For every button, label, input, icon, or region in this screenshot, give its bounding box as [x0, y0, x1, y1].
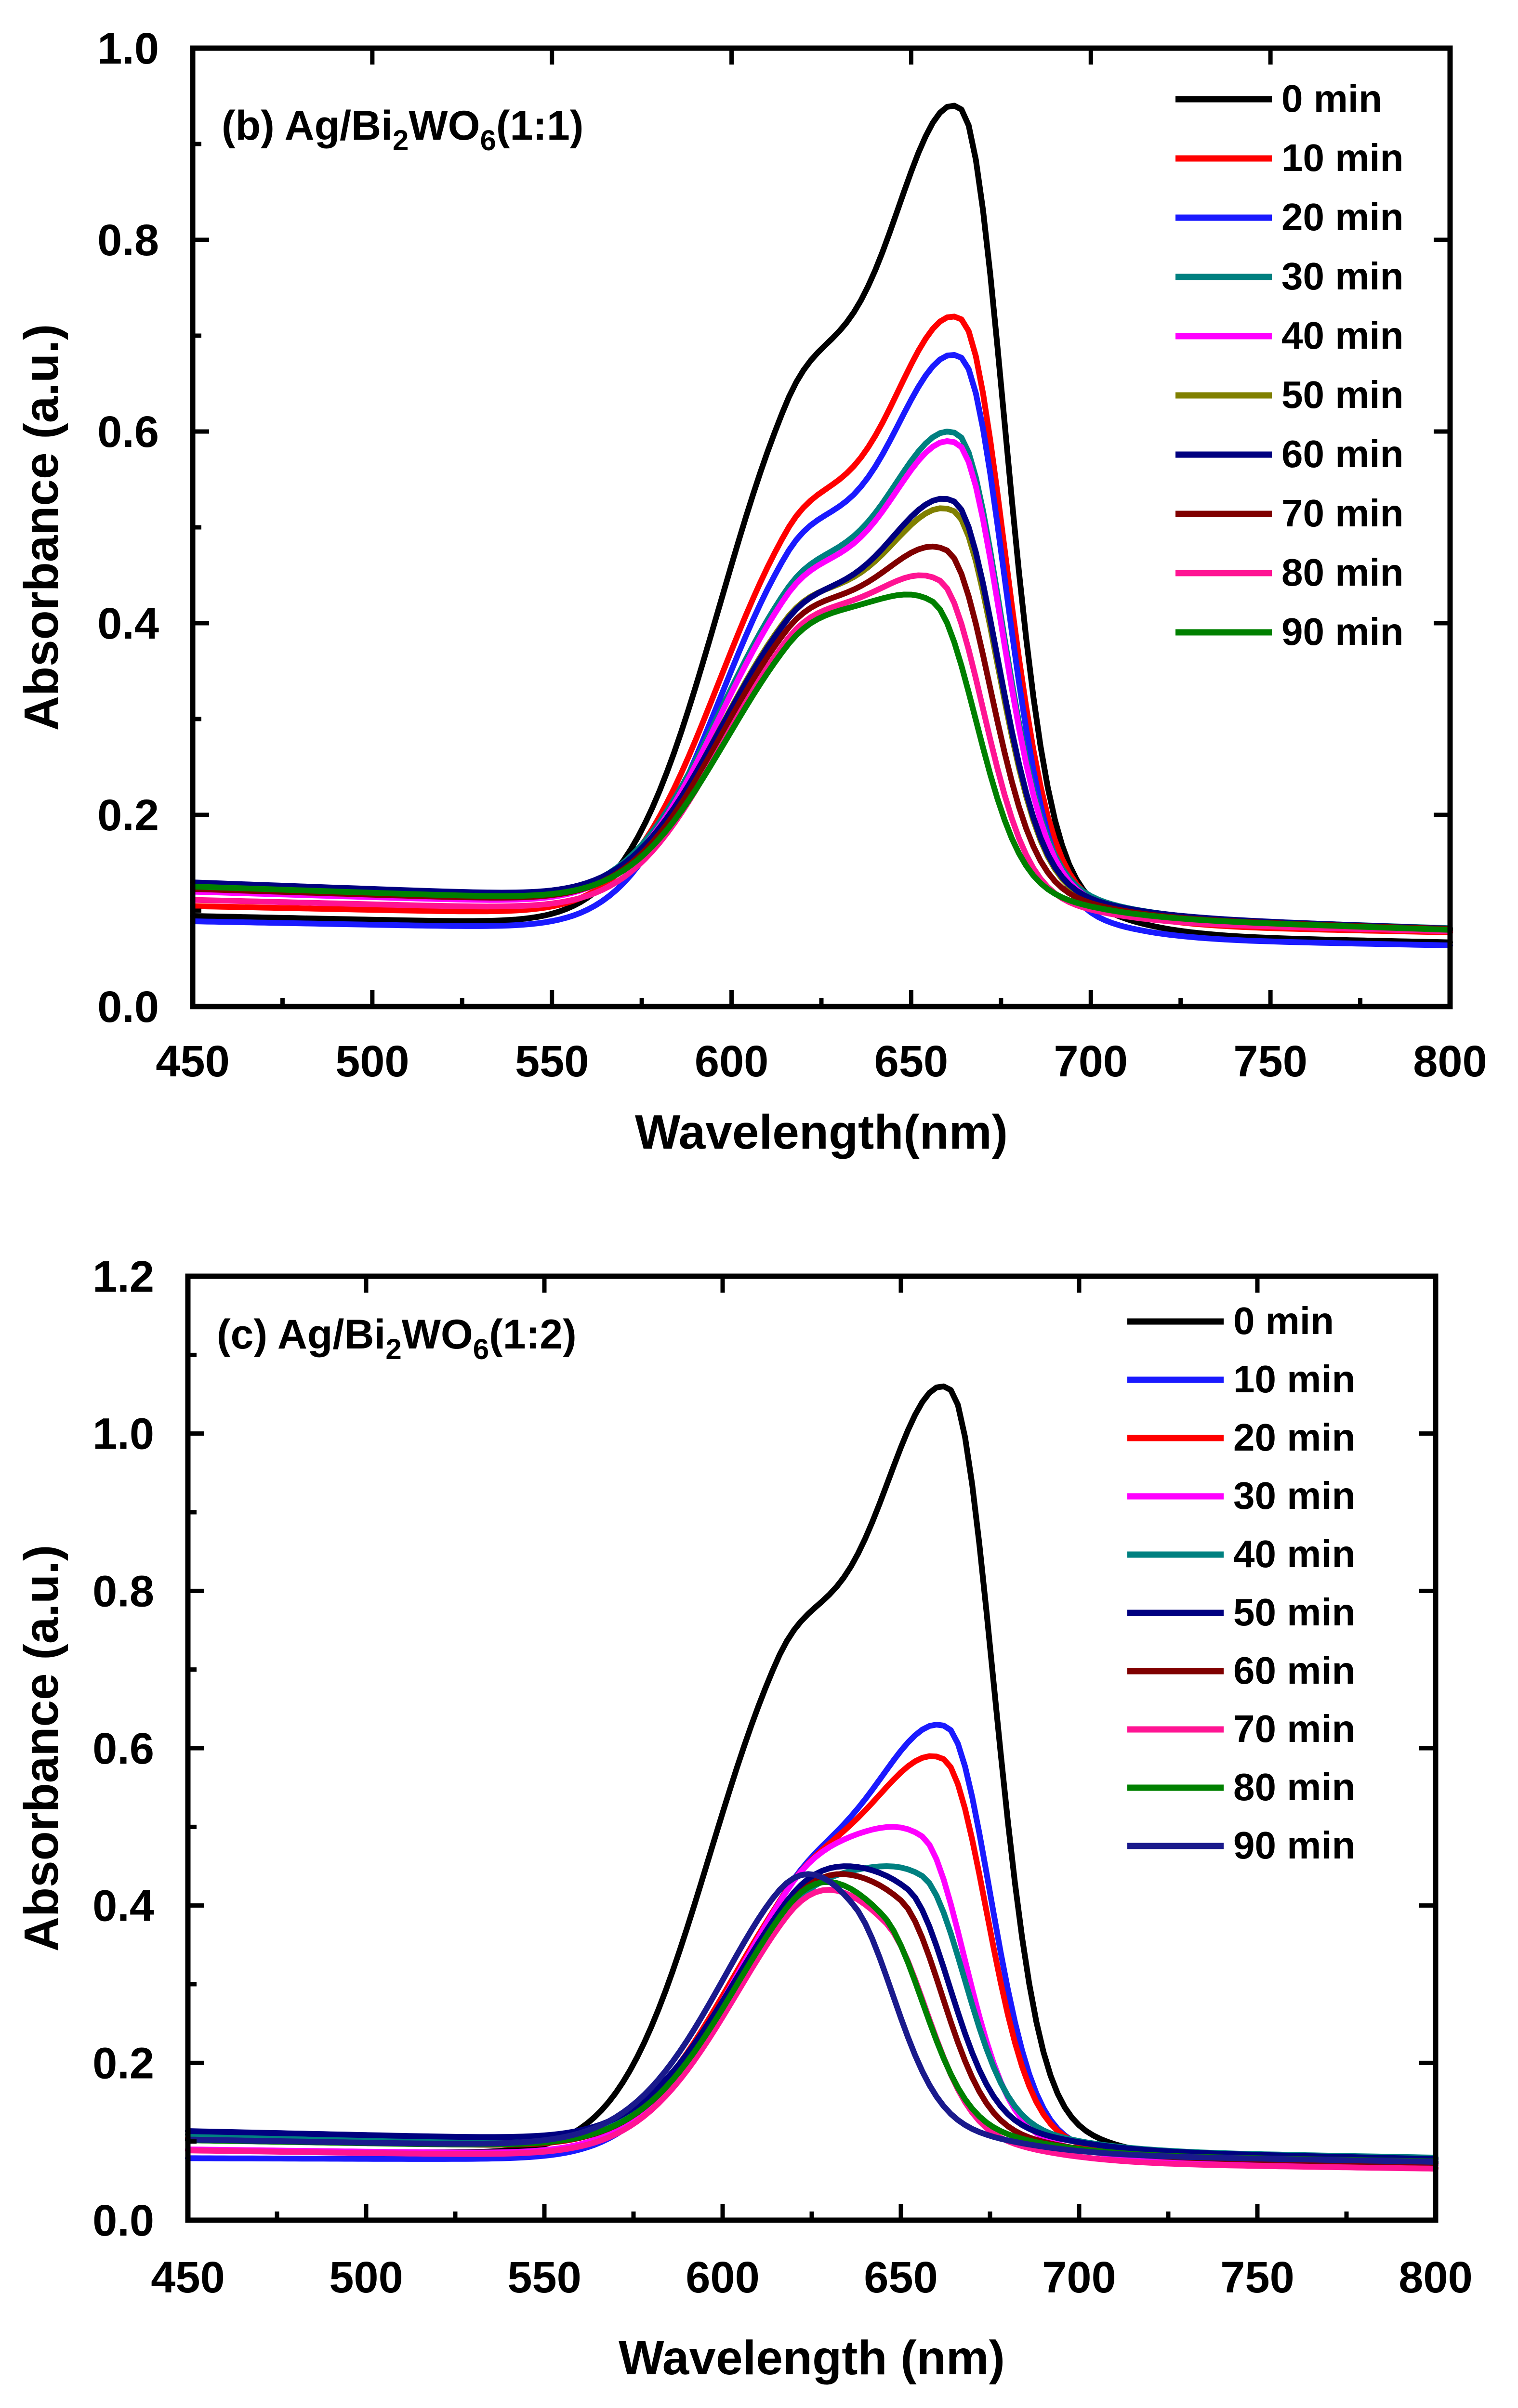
- chart-title-part: 2: [393, 124, 409, 157]
- x-axis-title: Wavelength (nm): [619, 2331, 1005, 2385]
- legend-label: 60 min: [1281, 432, 1403, 475]
- legend-label: 70 min: [1233, 1707, 1355, 1750]
- chart-title-part: (c) Ag/Bi: [217, 1311, 385, 1358]
- x-tick-label: 800: [1413, 1037, 1487, 1086]
- y-tick-label: 1.2: [92, 1252, 154, 1301]
- legend-label: 0 min: [1281, 77, 1382, 120]
- y-tick-label: 0.0: [97, 982, 159, 1032]
- legend: 0 min 10 min 20 min 30 min 40 min 50 min 60 mi…: [1175, 77, 1403, 653]
- x-tick-label: 500: [329, 2253, 403, 2302]
- series-line-40-min: [185, 1863, 1439, 2161]
- legend-label: 10 min: [1233, 1358, 1355, 1400]
- legend-label: 90 min: [1281, 610, 1403, 653]
- chart-title-part: 6: [480, 124, 496, 157]
- chart-title-part: (b) Ag/Bi: [222, 103, 393, 149]
- chart-panel-0: 450 500 550 600 650 700 750 800 0.0 0.2 0.4 0.6 0.8 1…: [14, 24, 1487, 1159]
- chart-title-part: WO: [409, 103, 480, 149]
- legend-label: 10 min: [1281, 136, 1403, 179]
- legend-label: 60 min: [1233, 1649, 1355, 1692]
- series-line-20-min: [190, 352, 1453, 948]
- series-line-60-min: [185, 1871, 1439, 2167]
- y-tick-label: 0.2: [97, 791, 159, 840]
- series-line-70-min: [185, 1887, 1439, 2172]
- series-line-0-min: [190, 103, 1453, 945]
- y-axis-title: Absorbance (a.u.): [14, 324, 68, 731]
- chart-title-part: (1:1): [496, 103, 584, 149]
- series-line-70-min: [190, 543, 1453, 932]
- y-tick-label: 0.4: [97, 599, 159, 648]
- legend-label: 40 min: [1233, 1532, 1355, 1575]
- x-tick-label: 750: [1233, 1037, 1307, 1086]
- legend-label: 50 min: [1281, 373, 1403, 416]
- plot-frame: [190, 45, 1453, 1009]
- chart-title-part: 6: [473, 1333, 489, 1365]
- chart-title-part: WO: [402, 1311, 473, 1358]
- y-tick-label: 0.6: [97, 407, 159, 457]
- x-tick-label: 450: [151, 2253, 225, 2302]
- series-line-30-min: [190, 429, 1453, 931]
- legend-label: 80 min: [1233, 1766, 1355, 1808]
- x-tick-label: 650: [864, 2253, 938, 2302]
- legend-label: 20 min: [1281, 196, 1403, 238]
- series-line-90-min: [185, 1871, 1439, 2165]
- y-tick-label: 0.2: [92, 2039, 154, 2088]
- series-line-80-min: [185, 1879, 1439, 2164]
- x-tick-label: 750: [1220, 2253, 1294, 2302]
- x-tick-label: 550: [507, 2253, 581, 2302]
- legend: 0 min 10 min 20 min 30 min 40 min 50 min 60 mi…: [1127, 1299, 1355, 1867]
- x-tick-label: 550: [515, 1037, 589, 1086]
- legend-label: 70 min: [1281, 492, 1403, 535]
- series-group: [185, 1383, 1439, 2172]
- x-tick-label: 700: [1054, 1037, 1128, 1086]
- y-tick-label: 0.8: [92, 1567, 154, 1616]
- y-tick-label: 0.4: [92, 1882, 154, 1931]
- x-tick-label: 600: [695, 1037, 769, 1086]
- y-tick-label: 0.0: [92, 2196, 154, 2245]
- x-tick-label: 650: [874, 1037, 949, 1086]
- y-tick-label: 1.0: [92, 1410, 154, 1459]
- chart-panel-1: 450 500 550 600 650 700 750 800 0.0 0.2 0.4 0.6 0.8 1…: [14, 1252, 1473, 2385]
- series-line-50-min: [185, 1863, 1439, 2162]
- chart-title: (b) Ag/Bi2WO6(1:1): [222, 103, 583, 157]
- series-line-80-min: [190, 572, 1453, 934]
- legend-label: 30 min: [1281, 255, 1403, 298]
- series-line-10-min: [190, 314, 1453, 935]
- series-group: [190, 103, 1453, 948]
- x-tick-label: 700: [1042, 2253, 1116, 2302]
- legend-label: 30 min: [1233, 1474, 1355, 1517]
- chart-title-part: 2: [385, 1333, 401, 1365]
- x-tick-label: 800: [1399, 2253, 1473, 2302]
- chart-title-part: (1:2): [489, 1311, 577, 1358]
- x-tick-label: 450: [156, 1037, 230, 1086]
- legend-label: 80 min: [1281, 551, 1403, 594]
- legend-label: 90 min: [1233, 1824, 1355, 1867]
- x-tick-label: 600: [686, 2253, 760, 2302]
- y-tick-label: 0.6: [92, 1724, 154, 1773]
- legend-label: 50 min: [1233, 1591, 1355, 1634]
- chart-title: (c) Ag/Bi2WO6(1:2): [217, 1311, 577, 1365]
- legend-label: 40 min: [1281, 314, 1403, 357]
- y-axis-title: Absorbance (a.u.): [14, 1545, 68, 1952]
- x-tick-label: 500: [335, 1037, 409, 1086]
- x-axis-title: Wavelength(nm): [635, 1105, 1008, 1159]
- y-tick-label: 0.8: [97, 216, 159, 265]
- legend-label: 0 min: [1233, 1299, 1334, 1342]
- series-line-90-min: [190, 591, 1453, 933]
- legend-label: 20 min: [1233, 1416, 1355, 1459]
- y-tick-label: 1.0: [97, 24, 159, 73]
- series-line-20-min: [185, 1753, 1439, 2171]
